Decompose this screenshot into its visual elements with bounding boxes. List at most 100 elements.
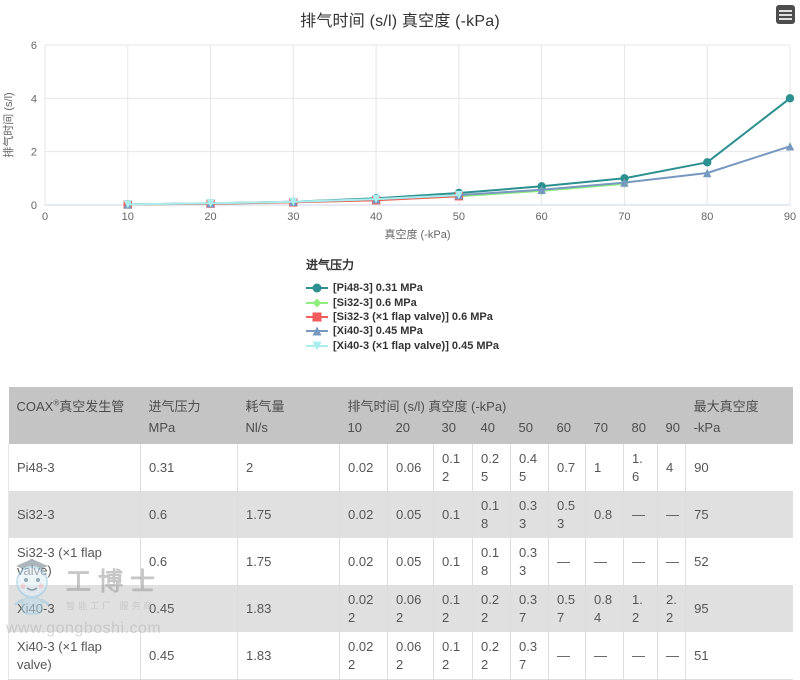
- svg-text:90: 90: [784, 211, 796, 223]
- value-cell: 0.84: [585, 585, 624, 633]
- value-cell: 90: [685, 444, 793, 492]
- svg-text:10: 10: [122, 211, 134, 223]
- value-cell: 0.06: [387, 444, 434, 492]
- spec-table: COAX®真空发生管 进气压力 耗气量 排气时间 (s/l) 真空度 (-kPa…: [8, 387, 793, 680]
- value-cell: 95: [685, 585, 793, 633]
- value-cell: 0.062: [387, 585, 434, 633]
- kpa-tick-header: 50: [510, 418, 549, 444]
- value-cell: 0.53: [548, 491, 586, 539]
- table-row: Pi48-3 0.31 2 0.02 0.06 0.12 0.25 0.45 0.7 1 1.6 4 9…: [8, 444, 793, 492]
- kpa-tick-header: 20: [387, 418, 434, 444]
- value-cell: —: [656, 538, 686, 586]
- value-cell: 0.25: [472, 444, 511, 492]
- col-header-pressure: 进气压力: [140, 387, 238, 418]
- svg-text:0: 0: [42, 211, 48, 223]
- value-cell: 0.45: [510, 444, 549, 492]
- svg-text:20: 20: [204, 211, 216, 223]
- value-cell: 0.1: [433, 538, 473, 586]
- svg-text:70: 70: [618, 211, 630, 223]
- legend-label: [Si32-3 (×1 flap valve)] 0.6 MPa: [333, 310, 493, 323]
- legend-label: [Si32-3] 0.6 MPa: [333, 296, 417, 309]
- value-cell: 1: [585, 444, 624, 492]
- legend-item[interactable]: [Xi40-3 (×1 flap valve)] 0.45 MPa: [306, 339, 499, 353]
- value-cell: 0.33: [510, 491, 549, 539]
- table-header-row-labels: COAX®真空发生管 进气压力 耗气量 排气时间 (s/l) 真空度 (-kPa…: [8, 387, 793, 418]
- series-marker-icon: [306, 326, 328, 336]
- chart-panel: 排气时间 (s/l) 真空度 (-kPa) 0 2 4 6 0 10 20 30 40 50 60 7…: [1, 5, 796, 353]
- value-cell: 0.22: [472, 585, 511, 633]
- unit-header-mpa: MPa: [140, 418, 238, 444]
- value-cell: 0.02: [339, 444, 388, 492]
- value-cell: 0.7: [548, 444, 586, 492]
- kpa-tick-header: 90: [657, 418, 686, 444]
- kpa-tick-header: 60: [548, 418, 586, 444]
- value-cell: 0.6: [140, 491, 238, 539]
- value-cell: 1.2: [623, 585, 658, 633]
- value-cell: 0.12: [433, 585, 473, 633]
- value-cell: 1.83: [237, 585, 340, 633]
- kpa-tick-header: 30: [433, 418, 473, 444]
- legend-item[interactable]: [Pi48-3] 0.31 MPa: [306, 281, 499, 295]
- svg-text:4: 4: [31, 93, 37, 105]
- svg-text:80: 80: [701, 211, 713, 223]
- value-cell: 0.37: [510, 585, 549, 633]
- value-cell: 0.33: [510, 538, 549, 586]
- svg-text:排气时间 (s/l): 排气时间 (s/l): [1, 92, 15, 157]
- svg-text:2: 2: [31, 147, 37, 159]
- value-cell: 0.31: [140, 444, 238, 492]
- value-cell: —: [656, 491, 686, 539]
- value-cell: 1.75: [237, 538, 340, 586]
- legend-item[interactable]: [Xi40-3] 0.45 MPa: [306, 324, 499, 338]
- series-marker-icon: [306, 341, 328, 351]
- product-name-cell: Si32-3 (×1 flap valve): [8, 538, 141, 586]
- col-header-empty: [8, 418, 141, 444]
- value-cell: —: [623, 538, 658, 586]
- value-cell: 0.45: [140, 585, 238, 633]
- legend-title: 进气压力: [306, 258, 355, 272]
- product-name-cell: Xi40-3: [8, 585, 141, 633]
- chart-title: 排气时间 (s/l) 真空度 (-kPa): [300, 13, 500, 30]
- value-cell: 0.8: [585, 491, 624, 539]
- svg-text:6: 6: [31, 40, 37, 52]
- series-marker-icon: [306, 312, 328, 322]
- value-cell: 2: [237, 444, 340, 492]
- value-cell: 0.05: [387, 538, 434, 586]
- value-cell: 0.18: [472, 538, 511, 586]
- value-cell: —: [548, 538, 586, 586]
- series-marker-icon: [306, 298, 328, 308]
- col-header-consumption: 耗气量: [237, 387, 340, 418]
- value-cell: 0.02: [339, 491, 388, 539]
- kpa-tick-header: 70: [585, 418, 624, 444]
- value-cell: 0.02: [339, 538, 388, 586]
- legend-item[interactable]: [Si32-3 (×1 flap valve)] 0.6 MPa: [306, 310, 499, 324]
- legend-label: [Pi48-3] 0.31 MPa: [333, 282, 423, 295]
- product-name-cell: Pi48-3: [8, 444, 141, 492]
- legend-item[interactable]: [Si32-3] 0.6 MPa: [306, 295, 499, 309]
- value-cell: 1.75: [237, 491, 340, 539]
- value-cell: 0.12: [433, 444, 473, 492]
- value-cell: 0.022: [339, 585, 388, 633]
- kpa-tick-header: 10: [339, 418, 388, 444]
- col-header-evac-time: 排气时间 (s/l) 真空度 (-kPa): [339, 387, 686, 418]
- value-cell: 52: [685, 538, 793, 586]
- svg-text:30: 30: [287, 211, 299, 223]
- value-cell: —: [623, 491, 658, 539]
- value-cell: 0.05: [387, 491, 434, 539]
- value-cell: 0.18: [472, 491, 511, 539]
- kpa-tick-header: 40: [472, 418, 511, 444]
- svg-text:50: 50: [453, 211, 465, 223]
- value-cell: 2.2: [656, 585, 686, 633]
- spec-table-wrap: COAX®真空发生管 进气压力 耗气量 排气时间 (s/l) 真空度 (-kPa…: [8, 387, 793, 680]
- col-header-max-vacuum: 最大真空度: [685, 387, 793, 418]
- chart-legend: 进气压力 [Pi48-3] 0.31 MPa [Si32-3] 0.6 MPa [S…: [306, 256, 499, 353]
- value-cell: —: [585, 538, 624, 586]
- legend-label: [Xi40-3 (×1 flap valve)] 0.45 MPa: [333, 339, 499, 352]
- chart-context-menu-button[interactable]: [776, 5, 795, 24]
- product-name-cell: Si32-3: [8, 491, 141, 539]
- value-cell: 0.6: [140, 538, 238, 586]
- value-cell: 1.6: [623, 444, 658, 492]
- value-cell: 0.57: [548, 585, 586, 633]
- table-row: Xi40-3 0.45 1.83 0.022 0.062 0.12 0.22 0.37 0.57…: [8, 585, 793, 633]
- hamburger-icon: [779, 9, 792, 12]
